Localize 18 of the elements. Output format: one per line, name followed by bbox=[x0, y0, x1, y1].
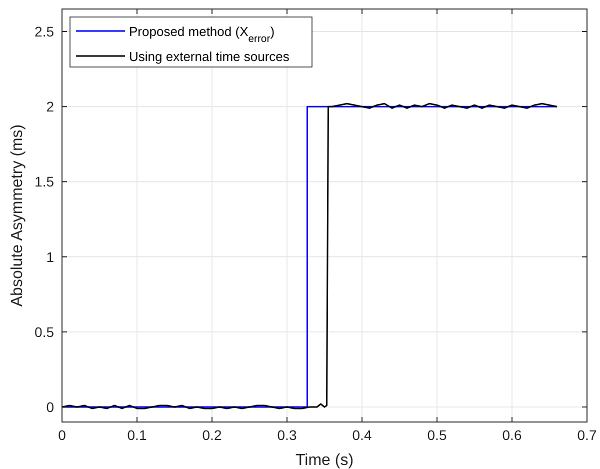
x-tick-label: 0.4 bbox=[352, 427, 372, 443]
y-tick-label: 2.5 bbox=[34, 24, 54, 40]
x-tick-label: 0.7 bbox=[577, 427, 597, 443]
x-tick-label: 0.5 bbox=[427, 427, 447, 443]
x-axis-title: Time (s) bbox=[295, 452, 354, 469]
x-tick-label: 0.6 bbox=[502, 427, 522, 443]
x-tick-label: 0.3 bbox=[277, 427, 297, 443]
legend-label: Proposed method (X$_{error}$) bbox=[129, 24, 275, 44]
y-tick-label: 2 bbox=[46, 98, 54, 115]
y-tick-label: 1 bbox=[46, 248, 54, 265]
legend-label: Using external time sources bbox=[129, 49, 290, 64]
x-tick-label: 0.2 bbox=[202, 427, 222, 443]
y-tick-label: 1.5 bbox=[34, 174, 54, 190]
y-tick-label: 0.5 bbox=[34, 324, 54, 340]
y-axis-title: Absolute Asymmetry (ms) bbox=[9, 124, 26, 307]
x-tick-label: 0.1 bbox=[127, 427, 147, 443]
x-tick-label: 0 bbox=[58, 427, 66, 443]
y-tick-label: 0 bbox=[46, 398, 54, 415]
